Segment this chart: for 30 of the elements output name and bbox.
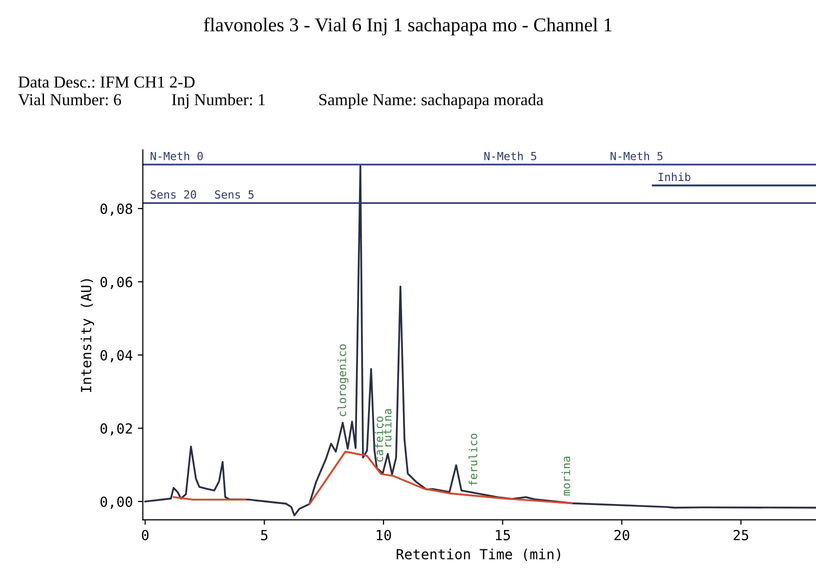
x-tick-label: 25	[734, 530, 748, 540]
y-tick-label: 0,00	[100, 496, 132, 509]
annotation: clorogenico	[338, 344, 348, 416]
y-tick-label: 0,04	[100, 350, 132, 362]
annotation: morina	[562, 456, 570, 496]
annotation: N-Meth 5	[484, 152, 536, 160]
line-series	[144, 165, 816, 516]
x-tick-label: 10	[376, 530, 391, 540]
annotation: ferulico	[468, 434, 478, 486]
annotation: N-Meth 5	[610, 152, 662, 160]
annotation: cafeico	[374, 416, 384, 462]
x-tick-label: 0	[142, 530, 148, 540]
chart-title: flavonoles 3 - Vial 6 Inj 1 sachapapa mo - Channel 1	[204, 18, 612, 36]
annotation: Inhib	[658, 172, 690, 182]
annotation: Sens 5	[215, 190, 254, 199]
annotation: Sens 20	[150, 190, 196, 199]
text: Sample Name: sachapapa morada	[319, 94, 544, 109]
x-tick-label: 5	[261, 530, 268, 540]
annotation: rutina	[382, 409, 392, 446]
y-tick-label: 0,06	[100, 276, 132, 290]
text: Vial Number: 6	[18, 94, 122, 106]
x-axis-title: Retention Time (min)	[396, 548, 560, 562]
y-axis-title: Intensity (AU)	[80, 279, 94, 392]
x-tick-label: 15	[496, 530, 510, 540]
y-tick-label: 0,08	[100, 204, 132, 216]
text: Data Desc.: IFM CH1 2-D	[18, 76, 195, 88]
annotation: N-Meth 0	[150, 152, 203, 160]
x-tick-label: 20	[614, 530, 630, 540]
y-tick-label: 0,02	[100, 423, 132, 436]
text: Inj Number: 1	[172, 94, 265, 109]
